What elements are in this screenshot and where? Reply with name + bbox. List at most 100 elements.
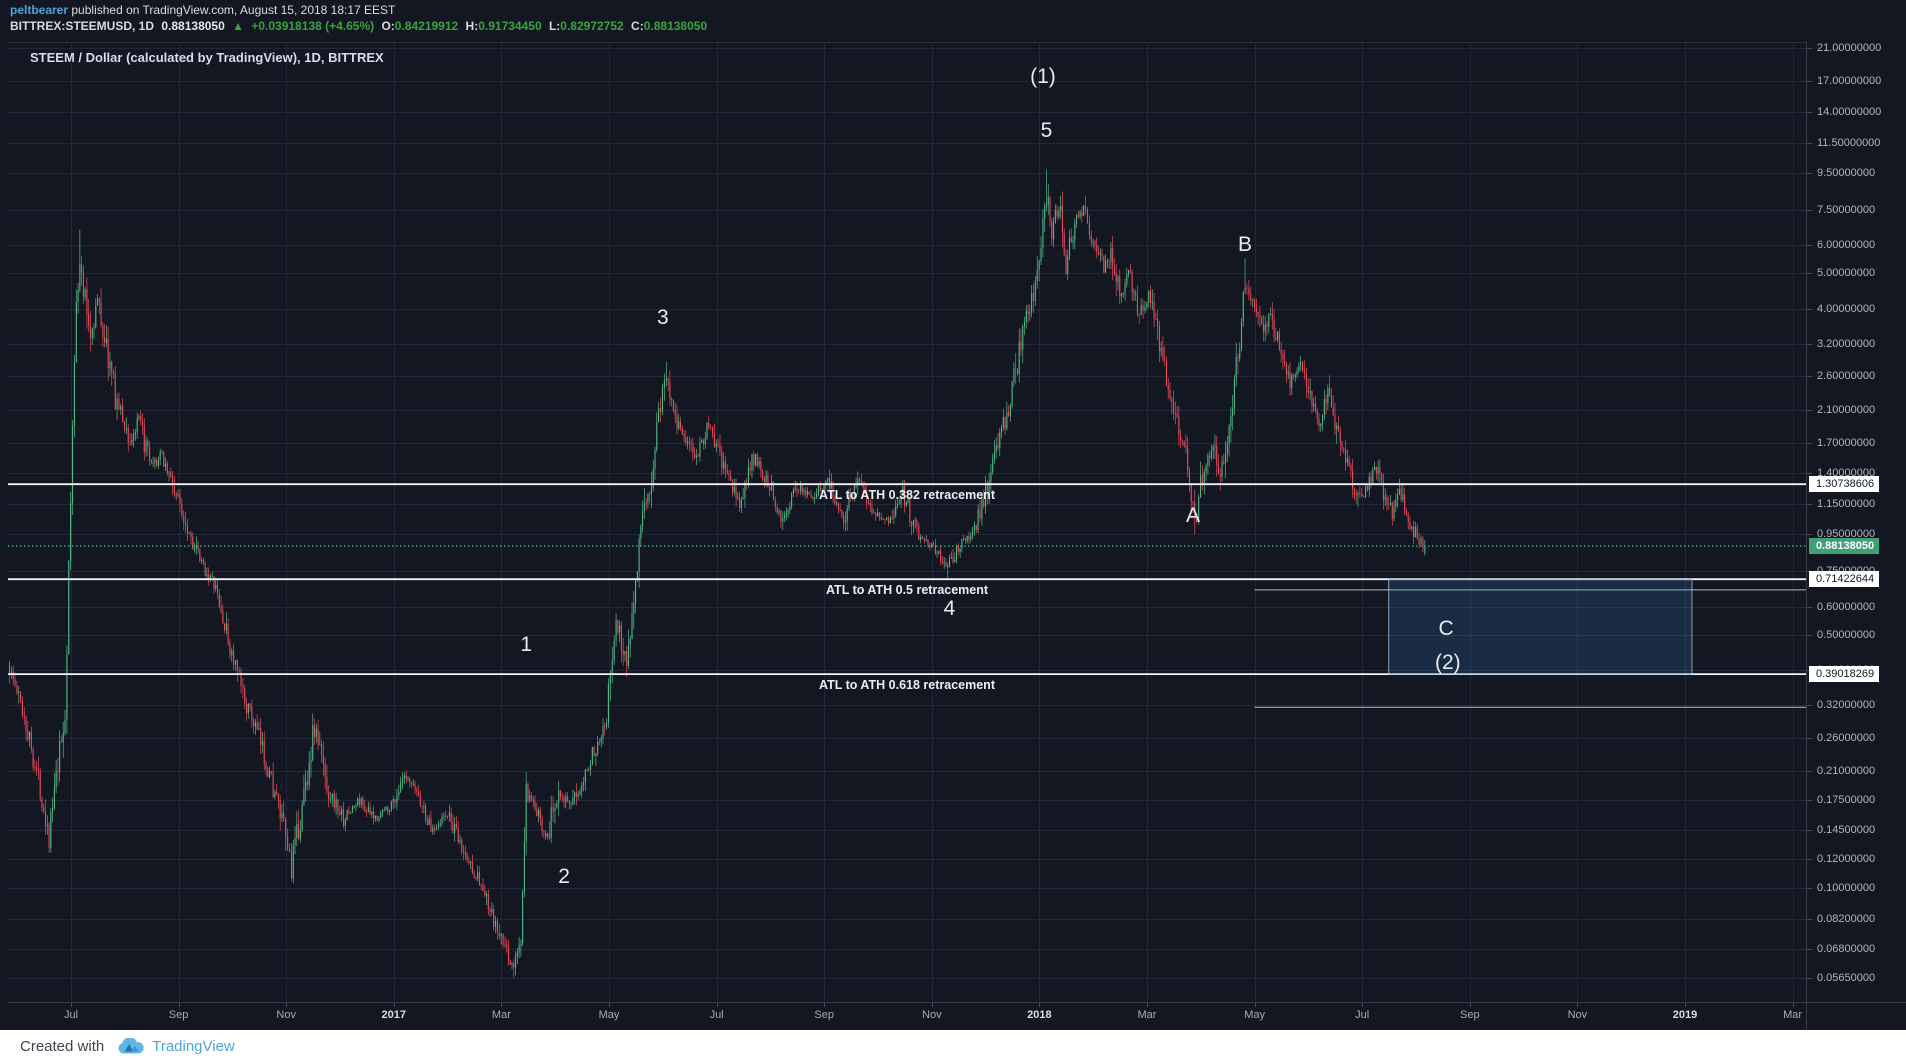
time-tick-label: Mar [1137,1009,1157,1021]
wave-label[interactable]: 4 [943,597,956,621]
price-tick-mark [1807,859,1812,860]
price-tick-label: 5.00000000 [1817,267,1876,280]
time-tick-mark [1470,1003,1471,1007]
price-tick-mark [1807,705,1812,706]
last-price-badge: 0.88138050 [1809,538,1880,555]
price-tick-label: 2.10000000 [1817,403,1876,416]
open-label: O: [381,19,395,33]
price-tick-label: 3.20000000 [1817,337,1876,350]
price-tick-label: 4.00000000 [1817,302,1876,315]
last-price: 0.88138050 [161,19,225,33]
price-tick-mark [1807,309,1812,310]
open-value: 0.84219912 [394,19,459,33]
price-tick-mark [1807,443,1812,444]
candlestick-chart [8,42,1806,1002]
change-direction-icon: ▲ [232,19,244,33]
price-tick-mark [1807,273,1812,274]
price-tick-mark [1807,949,1812,950]
time-tick-label: Jul [1355,1009,1370,1021]
price-change: +0.03918138 (+4.65%) [251,19,375,33]
price-tick-mark [1807,210,1812,211]
retracement-label[interactable]: ATL to ATH 0.382 retracement [819,488,995,503]
price-tick-label: 0.05650000 [1817,971,1876,984]
time-tick-mark [1793,1003,1794,1007]
time-tick-label: Mar [1783,1009,1803,1021]
candle-wicks-up [10,169,1426,976]
time-tick-label: May [598,1009,620,1021]
created-with-text: Created with [20,1037,105,1055]
price-tick-mark [1807,344,1812,345]
candle-bodies-down [8,197,1424,968]
price-tick-mark [1807,376,1812,377]
wave-label[interactable]: A [1185,503,1201,527]
level-price-badge: 1.30738606 [1809,476,1880,493]
wave-label[interactable]: (1) [1030,64,1056,88]
projection-box-label[interactable]: C [1438,617,1454,641]
fib-partial-lines [1254,589,1806,708]
publish-header: peltbearer published on TradingView.com,… [10,3,395,17]
low-value: 0.82972752 [560,19,624,33]
axis-corner [1806,1002,1906,1031]
price-tick-label: 21.00000000 [1817,42,1882,54]
level-price-badge: 0.71422644 [1809,571,1880,588]
time-tick-label: Sep [814,1009,834,1021]
price-tick-label: 0.50000000 [1817,629,1876,642]
time-tick-mark [501,1003,502,1007]
retracement-label[interactable]: ATL to ATH 0.5 retracement [825,583,989,598]
footer-bar: Created with TradingView [0,1030,1906,1062]
wave-label[interactable]: 2 [558,865,570,889]
price-tick-label: 17.00000000 [1817,75,1882,88]
tradingview-brand-link[interactable]: TradingView [152,1037,235,1055]
time-axis[interactable]: Jul Sep Nov 2017 Mar May Jul Sep Nov 2018 Mar May Ju… [8,1002,1806,1031]
price-tick-mark [1807,978,1812,979]
time-tick-label: 2019 [1672,1009,1698,1021]
price-tick-mark [1807,504,1812,505]
username-link[interactable]: peltbearer [10,3,69,17]
publish-info: published on TradingView.com, August 15,… [71,3,396,17]
time-tick-mark [394,1003,395,1007]
price-tick-mark [1807,607,1812,608]
projection-box [1388,578,1693,675]
tradingview-logo-icon[interactable] [118,1037,144,1055]
price-tick-mark [1807,738,1812,739]
time-tick-mark [1362,1003,1363,1007]
low-label: L: [548,19,561,33]
price-tick-label: 0.95000000 [1817,528,1876,541]
price-tick-mark [1807,173,1812,174]
time-tick-label: 2018 [1027,1009,1052,1021]
price-tick-label: 0.60000000 [1817,600,1876,613]
time-tick-label: Nov [276,1009,296,1021]
price-tick-mark [1807,245,1812,246]
price-tick-mark [1807,112,1812,113]
price-tick-mark [1807,410,1812,411]
price-tick-label: 0.21000000 [1817,765,1876,778]
chart-pane[interactable]: STEEM / Dollar (calculated by TradingVie… [8,42,1806,1002]
time-tick-mark [71,1003,72,1007]
price-tick-label: 0.12000000 [1817,853,1876,866]
time-tick-mark [609,1003,610,1007]
symbol-interval: BITTREX:STEEMUSD, 1D [10,19,155,33]
grid [8,42,1806,1002]
time-tick-mark [1039,1003,1040,1007]
wave-label[interactable]: B [1238,232,1253,256]
time-tick-label: Nov [922,1009,942,1021]
price-tick-mark [1807,534,1812,535]
retracement-label[interactable]: ATL to ATH 0.618 retracement [819,678,995,693]
candle-bodies-up [10,197,1426,968]
projection-box-label[interactable]: (2) [1435,650,1461,674]
time-tick-mark [1685,1003,1686,1007]
time-tick-mark [1255,1003,1256,1007]
price-axis[interactable]: 21.00000000 17.00000000 14.00000000 11.5000… [1806,42,1906,1002]
price-tick-label: 0.17500000 [1817,794,1876,807]
time-tick-label: May [1244,1009,1265,1021]
wave-label[interactable]: 5 [1040,118,1053,142]
chart-legend-title: STEEM / Dollar (calculated by TradingVie… [30,50,384,65]
price-tick-label: 0.06800000 [1817,942,1876,955]
wave-label[interactable]: 3 [656,305,669,329]
price-tick-label: 2.60000000 [1817,370,1876,383]
wave-label[interactable]: 1 [520,632,533,656]
time-tick-label: Mar [491,1009,511,1021]
price-tick-label: 1.70000000 [1817,436,1876,449]
time-tick-label: Sep [1460,1009,1480,1021]
